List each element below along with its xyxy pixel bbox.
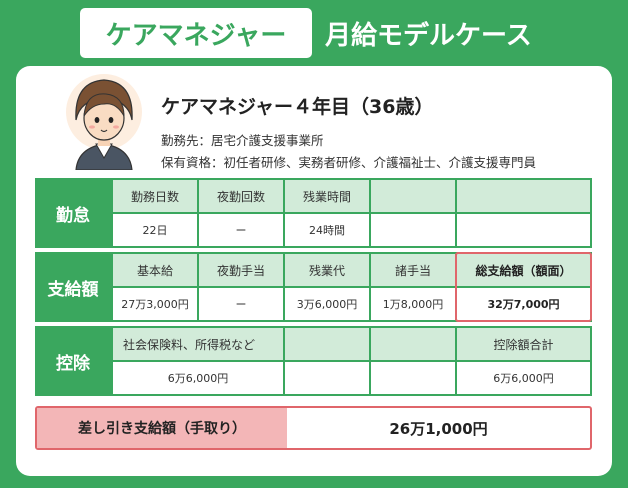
payment-header-allowance: 諸手当	[371, 254, 455, 286]
deduction-value-main: 6万6,000円	[113, 362, 283, 394]
deduction-label: 控除	[56, 353, 90, 374]
attendance-header-night: 夜勤回数	[199, 180, 283, 212]
deduction-header-empty-1	[285, 328, 369, 360]
title-left-text: ケアマネジャー	[105, 20, 287, 51]
deduction-value-empty-1	[285, 362, 369, 394]
attendance-section: 勤怠 勤務日数 夜勤回数 残業時間 22日 ー 24時間	[35, 178, 592, 248]
payment-header-overtime: 残業代	[285, 254, 369, 286]
salary-card: ケアマネジャー４年目（36歳） 勤務先：居宅介護支援事業所 保有資格：初任者研修…	[16, 66, 612, 476]
payment-section: 支給額 基本給 夜勤手当 残業代 諸手当 総支給額（額面） 27万3,000円 …	[35, 252, 592, 322]
deduction-header-total: 控除額合計	[457, 328, 590, 360]
payment-value-base: 27万3,000円	[113, 288, 197, 320]
attendance-value-empty-1	[371, 214, 455, 246]
deduction-value-total: 6万6,000円	[457, 362, 590, 394]
profile-qualifications: 保有資格：初任者研修、実務者研修、介護福祉士、介護支援専門員	[161, 155, 537, 170]
net-pay-row: 差し引き支給額（手取り） 26万1,000円	[35, 406, 592, 450]
title-badge: ケアマネジャー	[80, 8, 312, 58]
profile-workplace: 勤務先：居宅介護支援事業所	[161, 133, 324, 148]
deduction-value-empty-2	[371, 362, 455, 394]
attendance-header-overtime: 残業時間	[285, 180, 369, 212]
payment-value-allowance: 1万8,000円	[371, 288, 455, 320]
payment-value-night: ー	[199, 288, 283, 320]
payment-value-overtime: 3万6,000円	[285, 288, 369, 320]
net-pay-label: 差し引き支給額（手取り）	[37, 408, 287, 448]
attendance-header-empty-1	[371, 180, 455, 212]
payment-header-night: 夜勤手当	[199, 254, 283, 286]
attendance-value-empty-2	[457, 214, 590, 246]
attendance-value-overtime: 24時間	[285, 214, 369, 246]
attendance-value-days: 22日	[113, 214, 197, 246]
payment-header-base: 基本給	[113, 254, 197, 286]
deduction-section: 控除 社会保険料、所得税など 控除額合計 6万6,000円 6万6,000円	[35, 326, 592, 396]
title-right-text: 月給モデルケース	[325, 20, 532, 51]
net-pay-value: 26万1,000円	[389, 419, 488, 438]
attendance-header-empty-2	[457, 180, 590, 212]
payment-value-total: 32万7,000円	[457, 288, 590, 320]
payment-label: 支給額	[47, 279, 99, 300]
payment-header-total: 総支給額（額面）	[457, 254, 590, 286]
deduction-header-empty-2	[371, 328, 455, 360]
avatar-illustration	[66, 74, 142, 170]
deduction-header-main: 社会保険料、所得税など	[113, 328, 283, 360]
profile-name: ケアマネジャー４年目（36歳）	[161, 96, 434, 118]
attendance-label: 勤怠	[56, 205, 90, 226]
attendance-header-days: 勤務日数	[113, 180, 197, 212]
attendance-value-night: ー	[199, 214, 283, 246]
